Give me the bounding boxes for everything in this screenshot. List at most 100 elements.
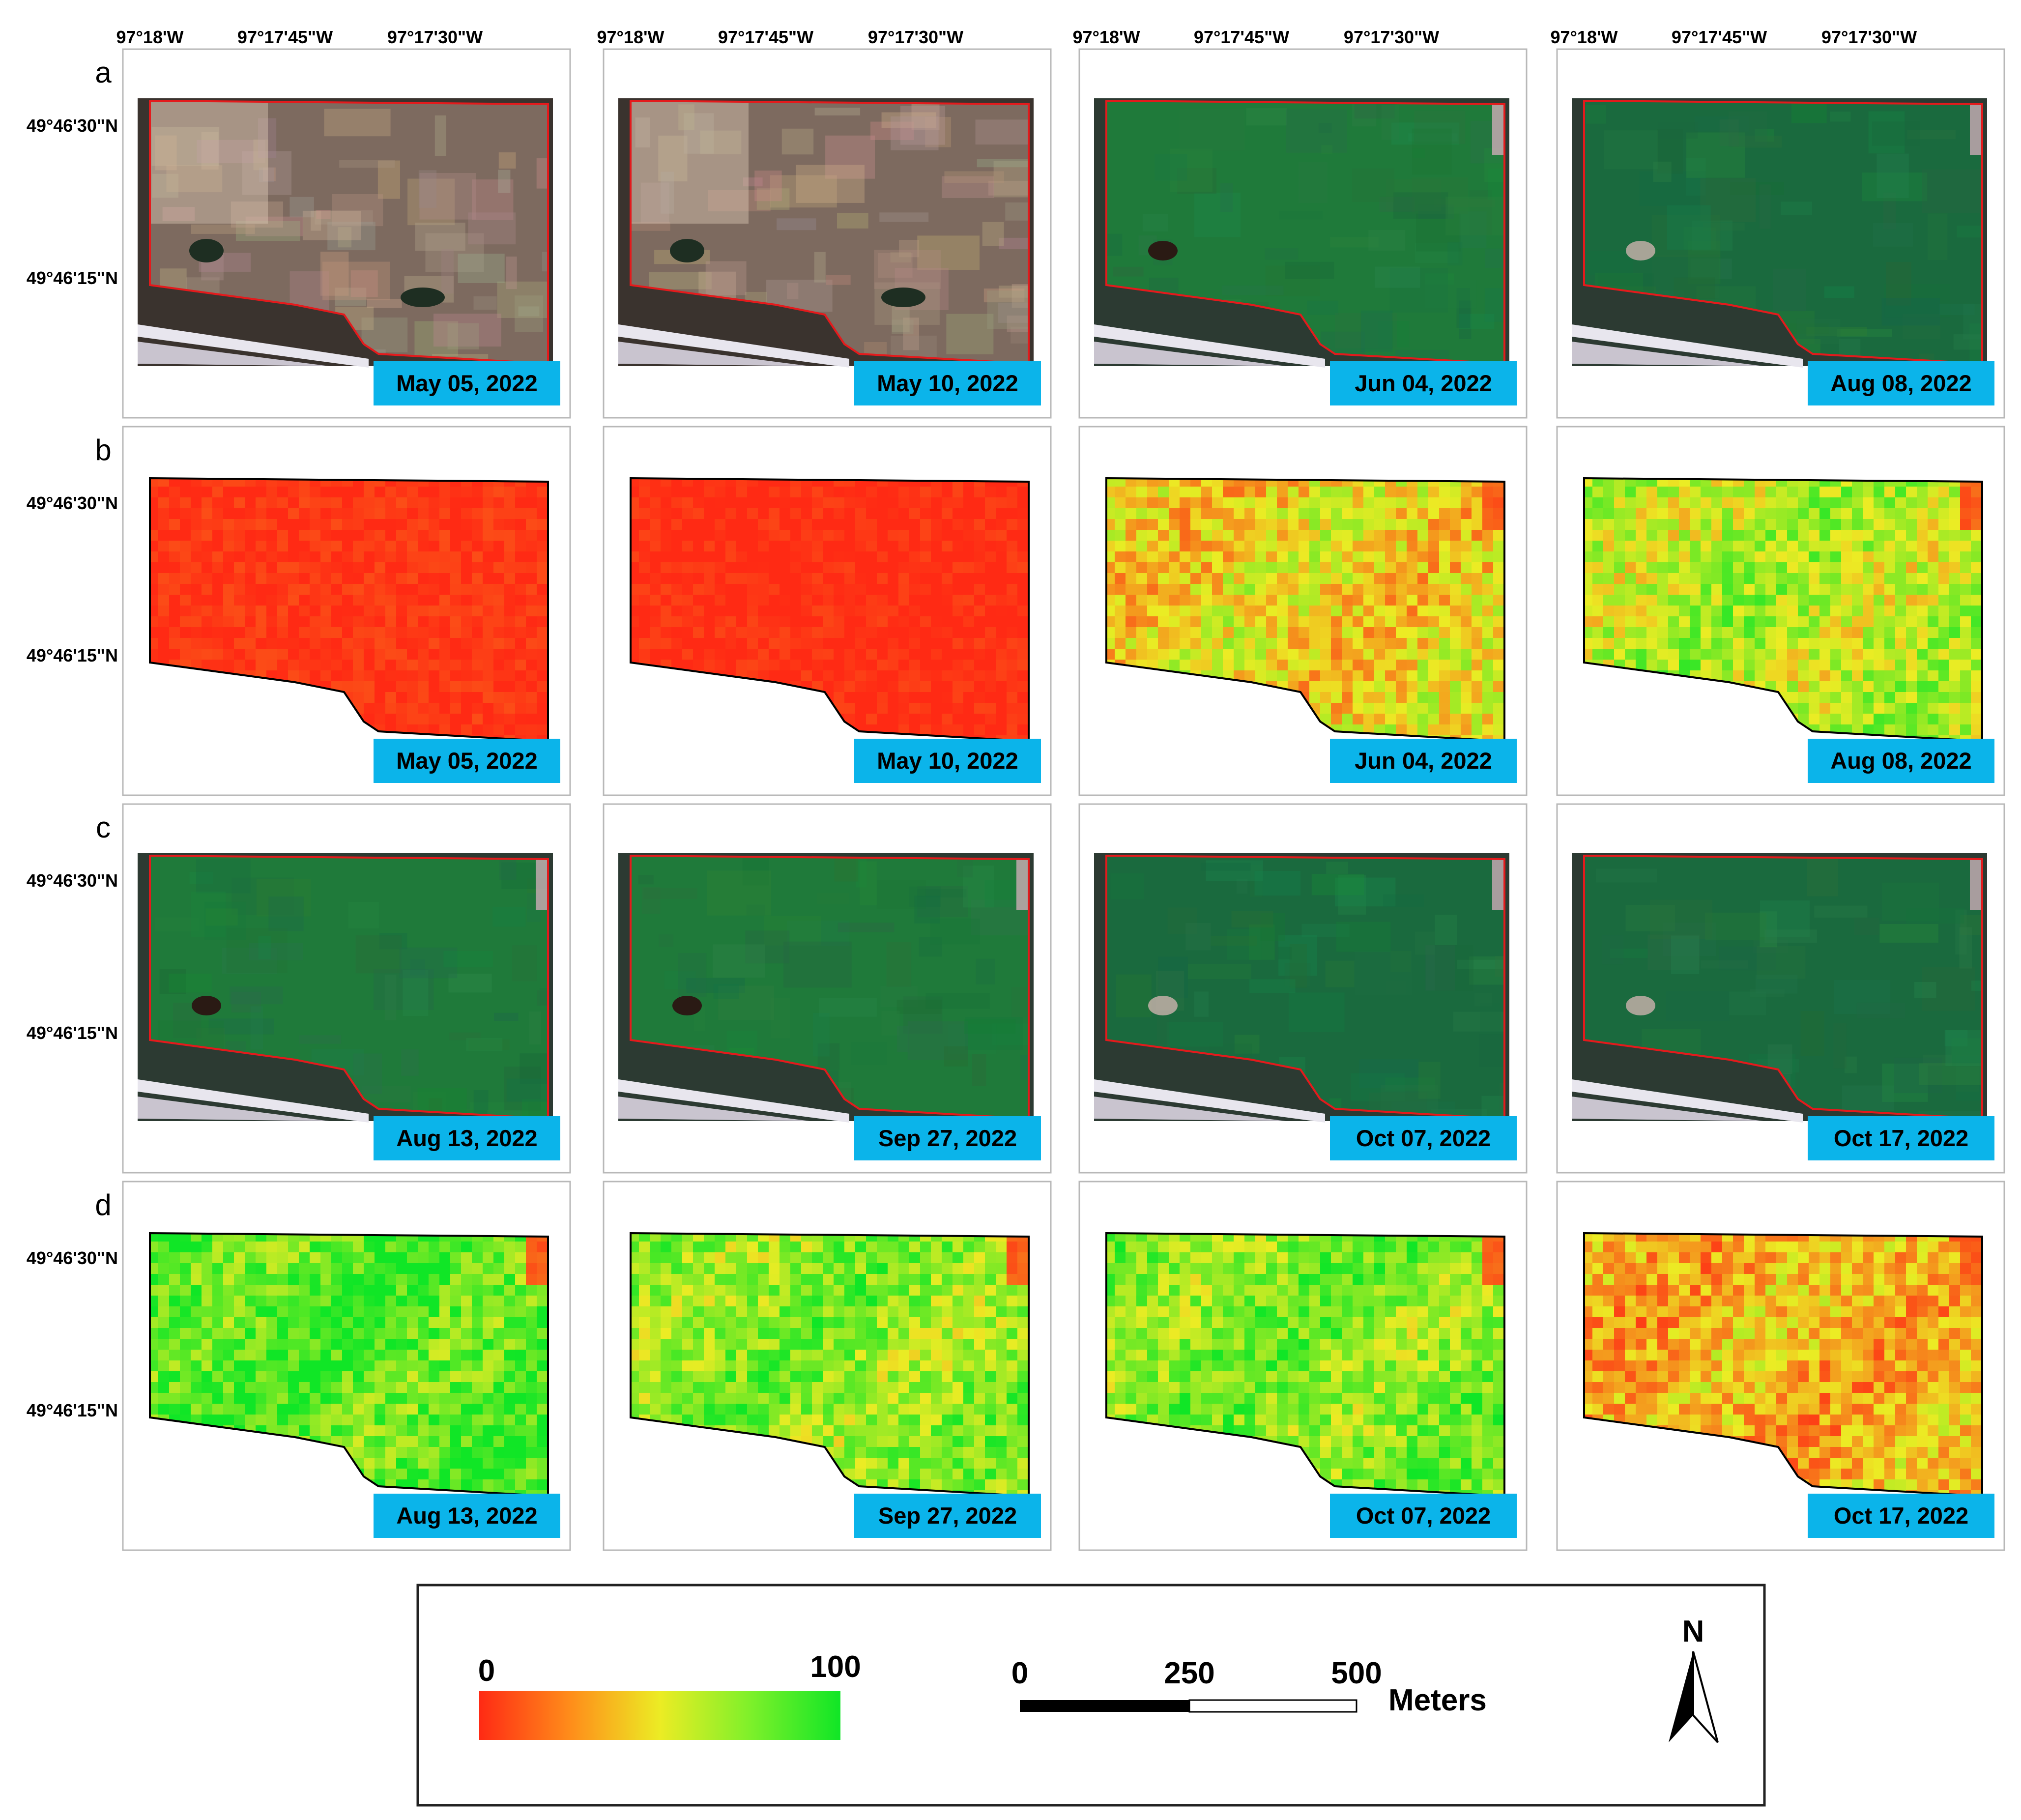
road xyxy=(1572,1097,1763,1121)
road xyxy=(1094,1079,1325,1123)
map-panel: May 05, 2022 xyxy=(122,48,571,419)
field-boundary xyxy=(1583,854,1983,1120)
field-boundary xyxy=(630,477,1030,743)
road xyxy=(618,1079,849,1123)
row-letter: a xyxy=(95,56,112,89)
date-label-box xyxy=(374,361,560,405)
road xyxy=(1572,1079,1803,1123)
road xyxy=(618,342,810,366)
road xyxy=(1094,324,1325,368)
north-label: N xyxy=(1682,1615,1704,1648)
field-image xyxy=(1106,856,1504,1119)
date-label-box xyxy=(1808,361,1994,405)
field-boundary xyxy=(149,477,549,743)
road xyxy=(618,1097,810,1121)
date-label-box xyxy=(1808,1494,1994,1538)
date-label-box xyxy=(1330,361,1517,405)
field-boundary xyxy=(1583,99,1983,365)
field-boundary xyxy=(1583,1232,1983,1498)
longitude-label: 97°17'30"W xyxy=(868,27,963,47)
date-label-box xyxy=(374,739,560,783)
north-arrow-icon xyxy=(1669,1651,1693,1742)
panels-layer: 97°18'W 97°17'45"W 97°17'30"W 97°18'W 97°17'… xyxy=(27,27,2005,1551)
date-label: Oct 07, 2022 xyxy=(1356,1125,1491,1151)
date-label: Aug 08, 2022 xyxy=(1830,748,1971,774)
field-boundary xyxy=(630,1232,1030,1498)
field-boundary xyxy=(1105,1232,1505,1498)
date-label: Sep 27, 2022 xyxy=(878,1125,1017,1151)
date-label: Aug 08, 2022 xyxy=(1830,370,1971,396)
date-label: May 05, 2022 xyxy=(396,370,537,396)
field-boundary xyxy=(630,854,1030,1120)
scalebar-tick-label: 250 xyxy=(1164,1656,1214,1690)
latitude-label: 49°46'15"N xyxy=(27,1400,118,1420)
latitude-label: 49°46'30"N xyxy=(27,870,118,891)
latitude-label: 49°46'15"N xyxy=(27,645,118,665)
road xyxy=(138,342,329,366)
scalebar-tick-label: 0 xyxy=(1011,1656,1028,1690)
longitude-label: 97°17'30"W xyxy=(387,27,483,47)
colorbar xyxy=(479,1691,840,1740)
date-label: Oct 17, 2022 xyxy=(1834,1502,1968,1529)
date-label: Oct 07, 2022 xyxy=(1356,1502,1491,1529)
map-panel: Oct 07, 2022 xyxy=(1078,1181,1528,1551)
road xyxy=(138,324,369,368)
latitude-label: 49°46'30"N xyxy=(27,116,118,136)
map-panel: May 10, 2022 xyxy=(603,48,1052,419)
date-label-box xyxy=(1808,739,1994,783)
map-panel: Oct 07, 2022 xyxy=(1078,803,1528,1174)
map-panel: May 05, 2022 xyxy=(122,426,571,796)
row-letter: b xyxy=(95,433,111,466)
map-panel: Aug 13, 2022 xyxy=(122,803,571,1174)
map-panel: May 10, 2022 xyxy=(603,426,1052,796)
date-label-box xyxy=(1330,1116,1517,1160)
road xyxy=(1094,1097,1286,1121)
longitude-label: 97°17'30"W xyxy=(1821,27,1917,47)
field-boundary xyxy=(1105,99,1505,365)
longitude-label: 97°17'45"W xyxy=(1672,27,1767,47)
road xyxy=(618,324,849,368)
map-panel: Jun 04, 2022 xyxy=(1078,426,1528,796)
date-label-box xyxy=(1330,1494,1517,1538)
road xyxy=(1572,324,1803,368)
field-boundary xyxy=(149,99,549,365)
map-panel: Oct 17, 2022 xyxy=(1556,1181,2005,1551)
field-boundary xyxy=(149,854,549,1120)
map-panel: Oct 17, 2022 xyxy=(1556,803,2005,1174)
latitude-label: 49°46'15"N xyxy=(27,268,118,288)
date-label: Jun 04, 2022 xyxy=(1355,748,1492,774)
date-label: May 10, 2022 xyxy=(877,370,1018,396)
date-label-box xyxy=(1808,1116,1994,1160)
field-boundary xyxy=(1105,477,1505,743)
road xyxy=(1094,342,1286,366)
date-label-box xyxy=(854,1494,1041,1538)
date-label: May 10, 2022 xyxy=(877,748,1018,774)
map-panel: Aug 13, 2022 xyxy=(122,1181,571,1551)
colorbar-max-label: 100 xyxy=(810,1650,861,1684)
date-label-box xyxy=(854,361,1041,405)
field-map xyxy=(150,478,548,741)
field-boundary xyxy=(1105,854,1505,1120)
date-label-box xyxy=(1330,739,1517,783)
road xyxy=(138,1097,329,1121)
date-label: Jun 04, 2022 xyxy=(1355,370,1492,396)
longitude-label: 97°18'W xyxy=(116,27,183,47)
date-label-box xyxy=(854,1116,1041,1160)
date-label: Sep 27, 2022 xyxy=(878,1502,1017,1529)
longitude-label: 97°17'30"W xyxy=(1344,27,1439,47)
date-label-box xyxy=(374,1494,560,1538)
date-label: Aug 13, 2022 xyxy=(396,1125,537,1151)
scalebar-unit: Meters xyxy=(1388,1683,1487,1717)
row-letter: d xyxy=(95,1188,111,1221)
date-label-box xyxy=(374,1116,560,1160)
longitude-label: 97°17'45"W xyxy=(718,27,813,47)
field-boundary xyxy=(149,1232,549,1498)
road xyxy=(1572,342,1763,366)
map-panel: Jun 04, 2022 xyxy=(1078,48,1528,419)
map-panel: Aug 08, 2022 xyxy=(1556,426,2005,796)
longitude-label: 97°17'45"W xyxy=(1194,27,1289,47)
scalebar-segment xyxy=(1020,1700,1189,1712)
road xyxy=(138,1079,369,1123)
map-panel: Sep 27, 2022 xyxy=(603,803,1052,1174)
